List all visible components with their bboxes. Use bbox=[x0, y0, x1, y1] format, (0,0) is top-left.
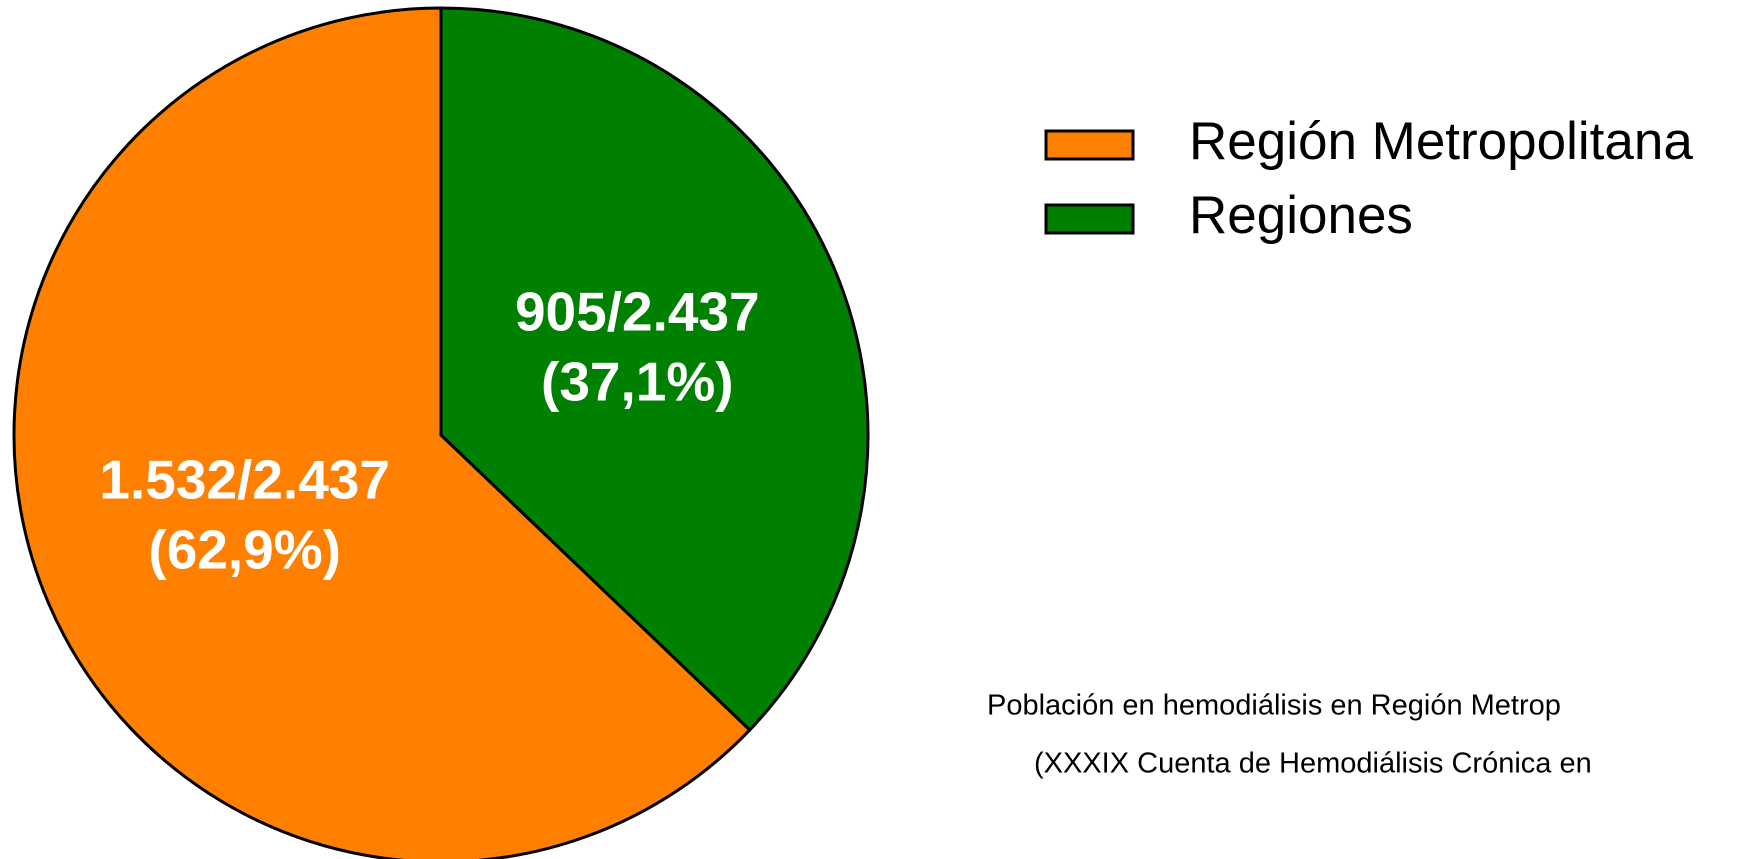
data-label: 1.532/2.437 bbox=[99, 448, 390, 510]
legend-swatch bbox=[1044, 129, 1135, 161]
data-label: 905/2.437 bbox=[515, 281, 760, 343]
legend-label: Región Metropolitana bbox=[1189, 112, 1693, 171]
pie-slice bbox=[439, 6, 870, 733]
caption-line: Población en hemodiálisis en Región Metr… bbox=[987, 690, 1561, 722]
legend-label: Regiones bbox=[1189, 186, 1413, 245]
pie-slice bbox=[12, 6, 752, 859]
data-label: (37,1%) bbox=[541, 351, 734, 413]
legend-swatch bbox=[1044, 203, 1135, 235]
data-label: (62,9%) bbox=[148, 518, 341, 580]
caption-line: (XXXIX Cuenta de Hemodiálisis Crónica en bbox=[1034, 748, 1592, 780]
